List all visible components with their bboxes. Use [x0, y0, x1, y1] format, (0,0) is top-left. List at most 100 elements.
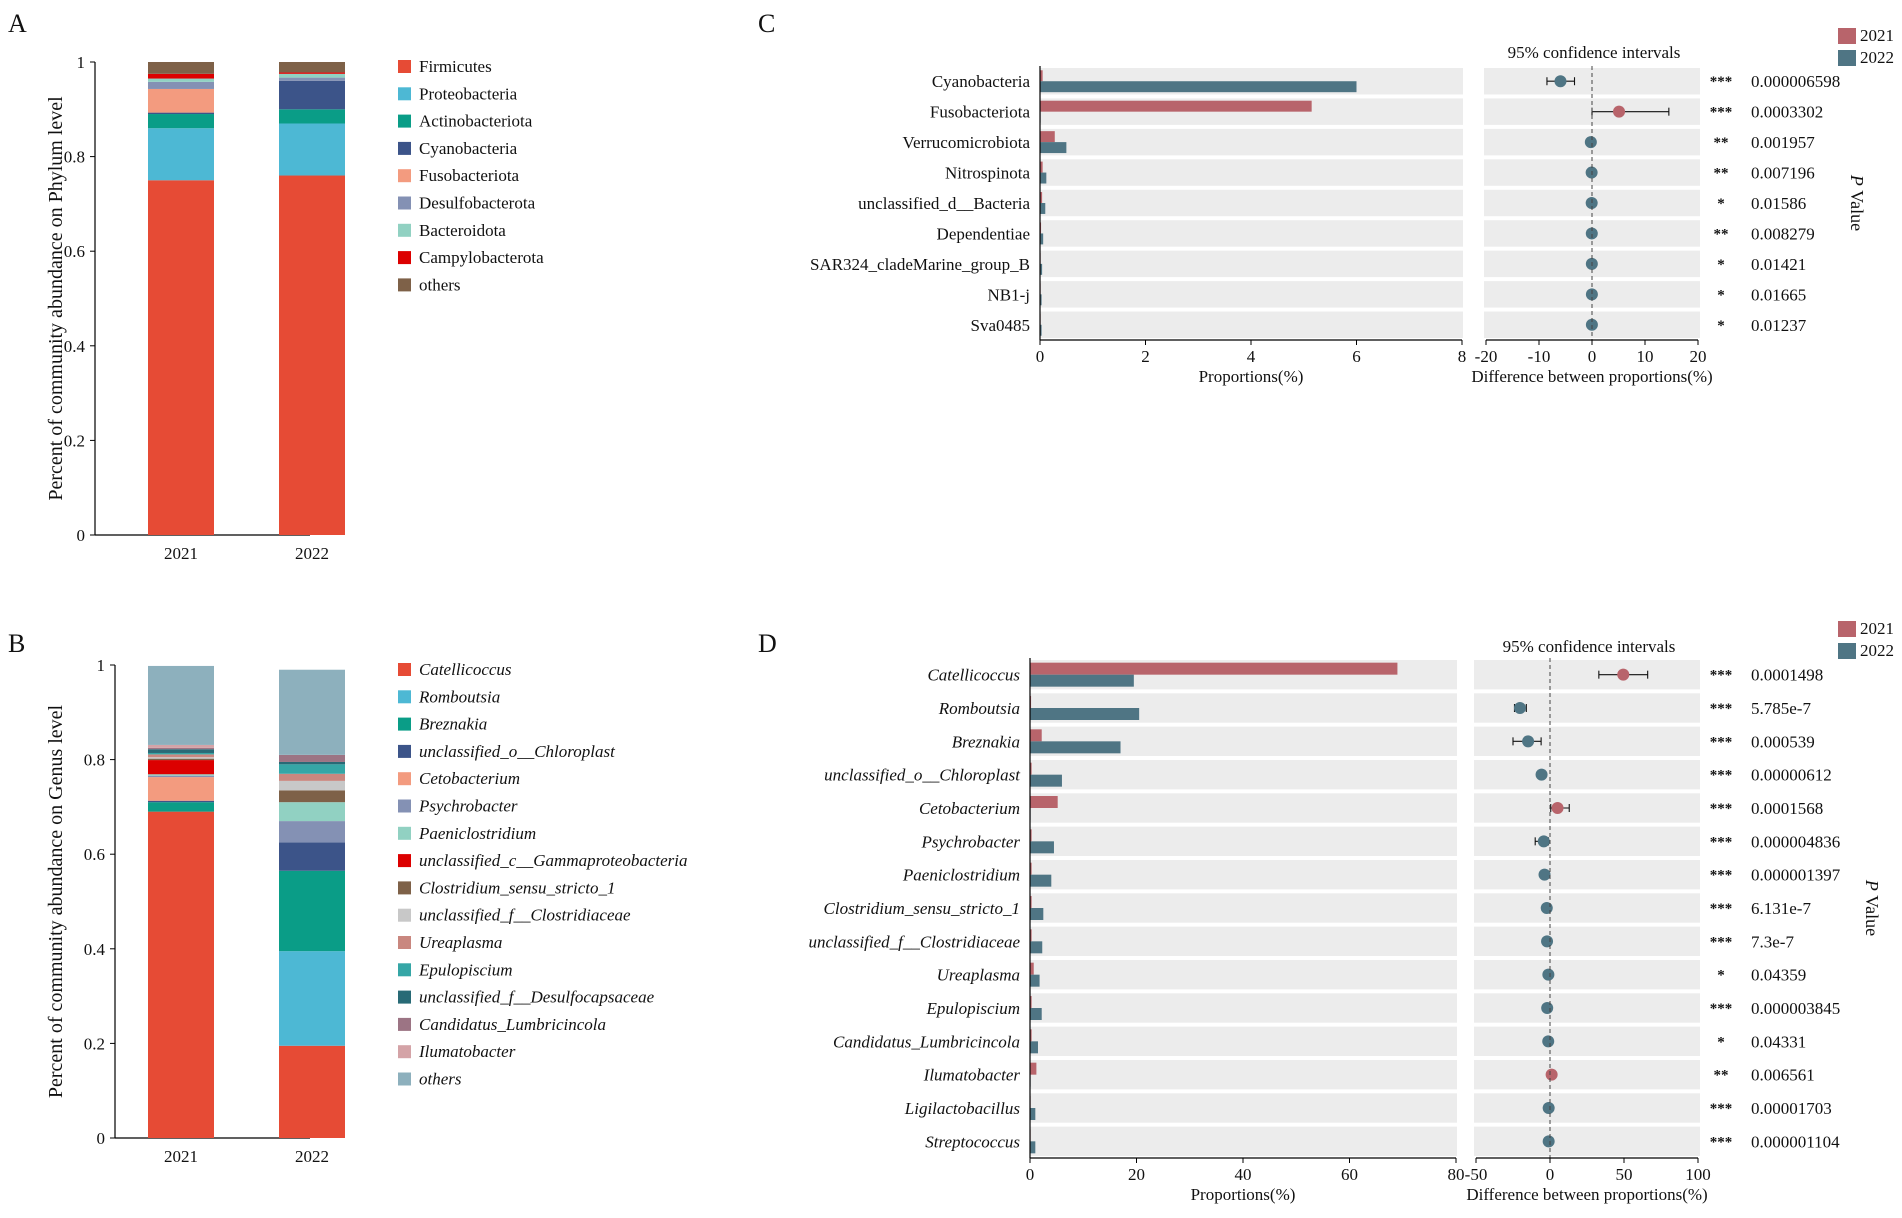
significance-stars: ***: [1710, 834, 1733, 850]
row-background: [1040, 159, 1463, 186]
ci-row-background: [1474, 1126, 1700, 1156]
bar-segment: [148, 811, 214, 1138]
difference-point: [1542, 1102, 1555, 1114]
legend-label: Romboutsia: [418, 687, 500, 706]
bar-2022: [1040, 142, 1067, 154]
significance-stars: *: [1717, 257, 1725, 273]
bar-segment: [148, 774, 214, 776]
bar-segment: [148, 760, 214, 775]
y-tick-label: 0.4: [84, 940, 106, 959]
p-value: 6.131e-7: [1751, 899, 1811, 918]
legend-label: Ureaplasma: [419, 933, 502, 952]
taxon-label: Fusobacteriota: [930, 103, 1031, 122]
difference-point: [1538, 868, 1551, 881]
ci-row-background: [1474, 660, 1700, 690]
legend-swatch: [398, 141, 411, 155]
legend-label: Firmicutes: [419, 57, 492, 76]
taxon-label: Dependentiae: [937, 224, 1030, 243]
significance-stars: ***: [1710, 701, 1733, 717]
legend-swatch: [398, 690, 411, 704]
bar-segment: [148, 128, 214, 181]
row-background: [1030, 1093, 1457, 1123]
significance-stars: ***: [1710, 934, 1733, 950]
significance-stars: ***: [1710, 1134, 1733, 1150]
legend-label: Paeniclostridium: [418, 824, 536, 843]
bar-2022: [1030, 774, 1062, 787]
bar-2022: [1040, 233, 1044, 245]
diff-axis-title: Difference between proportions(%): [1471, 367, 1712, 386]
legend-swatch: [398, 60, 411, 73]
bar-segment: [279, 175, 345, 535]
legend-label: Campylobacterota: [419, 248, 544, 267]
significance-stars: ***: [1710, 668, 1733, 684]
bar-2022: [1040, 81, 1357, 93]
legend-swatch: [398, 908, 411, 922]
bar-2021: [1040, 161, 1043, 173]
bar-segment: [279, 780, 345, 791]
bar-segment: [148, 747, 214, 750]
p-value: 0.000001104: [1751, 1132, 1840, 1151]
p-value: 0.000001397: [1751, 866, 1841, 885]
row-background: [1030, 926, 1457, 956]
y-tick-label: 0.6: [84, 845, 105, 864]
bar-2022: [1030, 674, 1134, 687]
y-axis-title: Percent of community abundance on Genus …: [45, 704, 67, 1098]
significance-stars: ***: [1710, 901, 1733, 917]
y-tick-label: 0.6: [64, 242, 85, 261]
bar-2022: [1030, 1008, 1042, 1020]
bar-segment: [148, 754, 214, 758]
p-value: 0.01586: [1751, 194, 1806, 213]
significance-stars: ***: [1710, 1101, 1733, 1117]
significance-stars: **: [1714, 1068, 1729, 1084]
legend-swatch: [1838, 50, 1856, 66]
legend-label: Fusobacteriota: [419, 166, 520, 185]
significance-stars: *: [1717, 318, 1725, 334]
row-background: [1040, 311, 1463, 338]
y-tick-label: 0.2: [84, 1034, 105, 1053]
bar-segment: [279, 123, 345, 176]
bar-segment: [279, 773, 345, 781]
difference-point: [1585, 227, 1598, 240]
ci-title: 95% confidence intervals: [1508, 43, 1681, 62]
legend-swatch: [398, 663, 411, 676]
p-value: 0.006561: [1751, 1066, 1815, 1085]
bar-segment: [279, 669, 345, 755]
taxon-label: Cetobacterium: [919, 799, 1020, 818]
panel-label-d: D: [758, 629, 777, 658]
bar-2021: [1030, 929, 1032, 942]
bar-2022: [1030, 974, 1040, 987]
legend-label: unclassified_o__Chloroplast: [419, 742, 616, 761]
p-value: 0.01665: [1751, 285, 1806, 304]
p-value: 0.007196: [1751, 164, 1815, 183]
y-tick-label: 1: [77, 53, 86, 72]
legend-label: unclassified_f__Clostridiaceae: [419, 906, 631, 925]
significance-stars: *: [1717, 968, 1725, 984]
legend-label: Cetobacterium: [419, 769, 520, 788]
legend-label: 2022: [1860, 48, 1894, 67]
taxon-label: NB1-j: [988, 285, 1031, 304]
bar-segment: [279, 80, 345, 110]
legend-swatch: [398, 278, 411, 292]
diff-tick-label: 0: [1588, 347, 1597, 366]
x-tick-label: 2021: [164, 1147, 198, 1166]
y-tick-label: 0: [97, 1129, 106, 1148]
p-value: 0.00001703: [1751, 1099, 1832, 1118]
legend-swatch: [398, 169, 411, 183]
legend-label: Desulfobacterota: [419, 194, 536, 213]
difference-point: [1542, 1035, 1555, 1048]
row-background: [1030, 893, 1457, 923]
significance-stars: *: [1717, 196, 1725, 212]
legend-swatch: [398, 1072, 411, 1086]
ci-row-background: [1474, 760, 1700, 790]
chart-c: 2021 2022 95% confidence intervals Cyanobac…: [810, 26, 1894, 386]
p-value: 0.001957: [1751, 133, 1815, 152]
significance-stars: *: [1717, 287, 1725, 303]
row-background: [1030, 1126, 1457, 1156]
prop-tick-label: 20: [1128, 1165, 1145, 1184]
difference-point: [1537, 835, 1550, 848]
bar-segment: [148, 800, 214, 803]
bar-2022: [1030, 841, 1054, 854]
bar-2022: [1040, 263, 1043, 275]
significance-stars: ***: [1710, 768, 1733, 784]
